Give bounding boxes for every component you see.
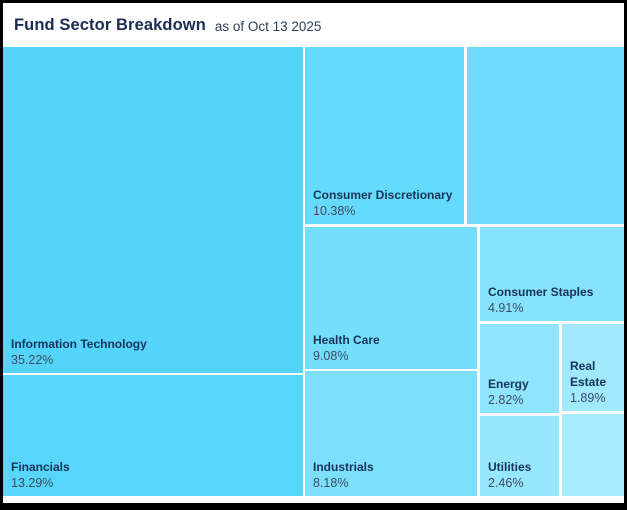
widget-header: Fund Sector Breakdown as of Oct 13 2025: [3, 3, 624, 47]
treemap-cell-information-technology[interactable]: Information Technology 35.22%: [3, 47, 303, 373]
treemap-cell-energy[interactable]: Energy 2.82%: [480, 324, 559, 413]
cell-label: Industrials: [313, 460, 374, 474]
cell-value: 8.18%: [313, 476, 349, 490]
treemap-cell-unlabeled-top-right[interactable]: [467, 47, 624, 224]
treemap-cell-consumer-discretionary[interactable]: Consumer Discretionary 10.38%: [305, 47, 464, 224]
page-title: Fund Sector Breakdown: [14, 15, 206, 34]
cell-label: Information Technology: [11, 337, 147, 351]
treemap-cell-unlabeled-bottom-right[interactable]: [562, 414, 624, 496]
cell-value: 10.38%: [313, 204, 356, 218]
cell-value: 2.82%: [488, 393, 524, 407]
sector-treemap: Information Technology 35.22% Financials…: [3, 47, 624, 496]
cell-label: Health Care: [313, 333, 380, 347]
treemap-cell-utilities[interactable]: Utilities 2.46%: [480, 416, 559, 496]
cell-label: Energy: [488, 377, 529, 391]
treemap-cell-consumer-staples[interactable]: Consumer Staples 4.91%: [480, 227, 624, 321]
treemap-cell-industrials[interactable]: Industrials 8.18%: [305, 371, 477, 496]
treemap-cell-health-care[interactable]: Health Care 9.08%: [305, 227, 477, 369]
cell-label: Consumer Staples: [488, 285, 594, 299]
treemap-cell-real-estate[interactable]: Real Estate 1.89%: [562, 324, 624, 411]
treemap-cell-financials[interactable]: Financials 13.29%: [3, 375, 303, 496]
cell-value: 1.89%: [570, 391, 606, 405]
cell-label: Financials: [11, 460, 70, 474]
fund-sector-widget: Fund Sector Breakdown as of Oct 13 2025 …: [3, 3, 624, 503]
cell-value: 9.08%: [313, 349, 349, 363]
as-of-date: as of Oct 13 2025: [214, 18, 322, 34]
cell-value: 13.29%: [11, 476, 54, 490]
cell-label: Real Estate: [570, 359, 607, 389]
cell-value: 4.91%: [488, 301, 524, 315]
cell-label: Consumer Discretionary: [313, 188, 453, 202]
cell-label: Utilities: [488, 460, 532, 474]
cell-value: 2.46%: [488, 476, 524, 490]
cell-value: 35.22%: [11, 353, 54, 367]
